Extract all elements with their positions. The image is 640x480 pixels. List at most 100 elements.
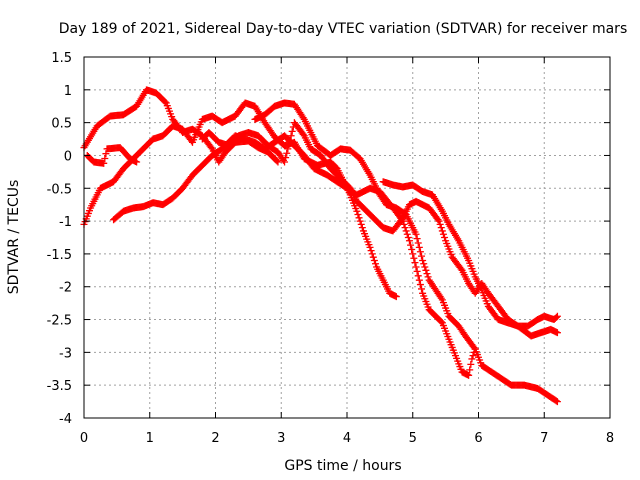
data-point	[416, 248, 424, 256]
data-point	[409, 250, 417, 258]
data-point	[299, 130, 307, 138]
data-point	[133, 158, 141, 166]
data-point	[353, 207, 361, 215]
data-points	[80, 86, 561, 406]
x-tick-label: 5	[409, 431, 417, 446]
data-point	[274, 158, 282, 166]
y-tick-label: 0	[64, 149, 72, 164]
y-tick-label: -2.5	[47, 314, 72, 329]
x-axis-title: GPS time / hours	[284, 458, 401, 474]
data-point	[161, 98, 169, 106]
data-point	[288, 127, 296, 135]
y-tick-label: -4	[59, 412, 72, 427]
data-point	[416, 281, 424, 289]
data-point	[282, 154, 290, 162]
data-point	[469, 352, 477, 360]
data-point	[371, 260, 379, 268]
data-point	[368, 250, 376, 258]
data-point	[415, 243, 423, 251]
data-point	[100, 159, 108, 167]
x-tick-label: 1	[146, 431, 154, 446]
data-point	[398, 215, 406, 223]
data-point	[101, 155, 109, 163]
data-point	[468, 355, 476, 363]
data-point	[421, 263, 429, 271]
y-tick-label: -3	[59, 346, 72, 361]
x-tick-label: 6	[474, 431, 482, 446]
data-point	[418, 252, 426, 260]
data-point	[366, 243, 374, 251]
data-point	[552, 397, 560, 405]
data-point	[285, 141, 293, 149]
data-point	[357, 220, 365, 228]
data-point	[369, 253, 377, 261]
y-tick-label: 1	[64, 84, 72, 99]
data-point	[358, 224, 366, 232]
data-point	[422, 266, 430, 274]
data-point	[402, 227, 410, 235]
data-point	[411, 259, 419, 267]
data-point	[283, 149, 291, 157]
x-tick-label: 7	[540, 431, 548, 446]
data-point	[400, 220, 408, 228]
data-point	[370, 256, 378, 264]
data-point	[441, 234, 449, 241]
data-point	[419, 256, 427, 264]
data-point	[413, 235, 421, 243]
x-tick-label: 0	[80, 431, 88, 446]
data-point	[423, 270, 431, 278]
y-tick-label: -1	[59, 215, 72, 230]
axes: 0 1 2 3 4 5 6 7 8 1.5 1 0.5 0 -0.5 -1 -1.5 -2 -2.5 -3 -3.5 -…	[47, 51, 615, 446]
data-point	[392, 293, 400, 301]
data-point	[553, 329, 561, 337]
data-point	[410, 254, 418, 262]
data-point	[405, 237, 413, 245]
data-point	[356, 217, 364, 225]
y-tick-label: 0.5	[51, 117, 72, 132]
data-point	[414, 239, 422, 247]
data-point	[414, 272, 422, 280]
data-point	[286, 136, 294, 144]
data-point	[435, 217, 443, 225]
y-tick-label: -3.5	[47, 379, 72, 394]
data-point	[420, 260, 428, 268]
x-tick-label: 4	[343, 431, 351, 446]
data-point	[466, 366, 474, 374]
y-tick-label: 1.5	[51, 51, 72, 66]
chart-title: Day 189 of 2021, Sidereal Day-to-day VTE…	[59, 21, 627, 37]
data-point	[401, 224, 409, 232]
data-point	[367, 247, 375, 255]
x-tick-label: 2	[211, 431, 219, 446]
data-point	[415, 276, 423, 284]
data-point	[438, 227, 446, 235]
y-tick-label: -2	[59, 281, 72, 296]
data-point	[437, 294, 445, 302]
data-point	[299, 114, 307, 122]
data-point	[102, 150, 110, 158]
plot-frame	[83, 56, 611, 419]
y-tick-label: -0.5	[47, 182, 72, 197]
y-tick-label: -1.5	[47, 248, 72, 263]
data-point	[457, 265, 465, 273]
data-point	[436, 220, 444, 228]
series-track-7	[379, 178, 561, 330]
data-point	[273, 157, 281, 165]
series-track-5	[251, 99, 561, 406]
data-point	[408, 246, 416, 254]
data-point	[424, 273, 432, 281]
data-point	[407, 241, 415, 249]
data-point	[355, 214, 363, 222]
data-point	[434, 216, 442, 224]
data-point	[281, 158, 289, 166]
y-axis-title: SDTVAR / TECUs	[6, 180, 22, 295]
grid-lines	[84, 57, 610, 418]
x-tick-label: 3	[277, 431, 285, 446]
data-point	[553, 312, 561, 320]
x-tick-label: 8	[606, 431, 614, 446]
data-point	[437, 224, 445, 232]
data-point	[354, 211, 362, 219]
data-point	[287, 132, 295, 140]
data-point	[403, 230, 411, 238]
data-point	[404, 234, 412, 241]
